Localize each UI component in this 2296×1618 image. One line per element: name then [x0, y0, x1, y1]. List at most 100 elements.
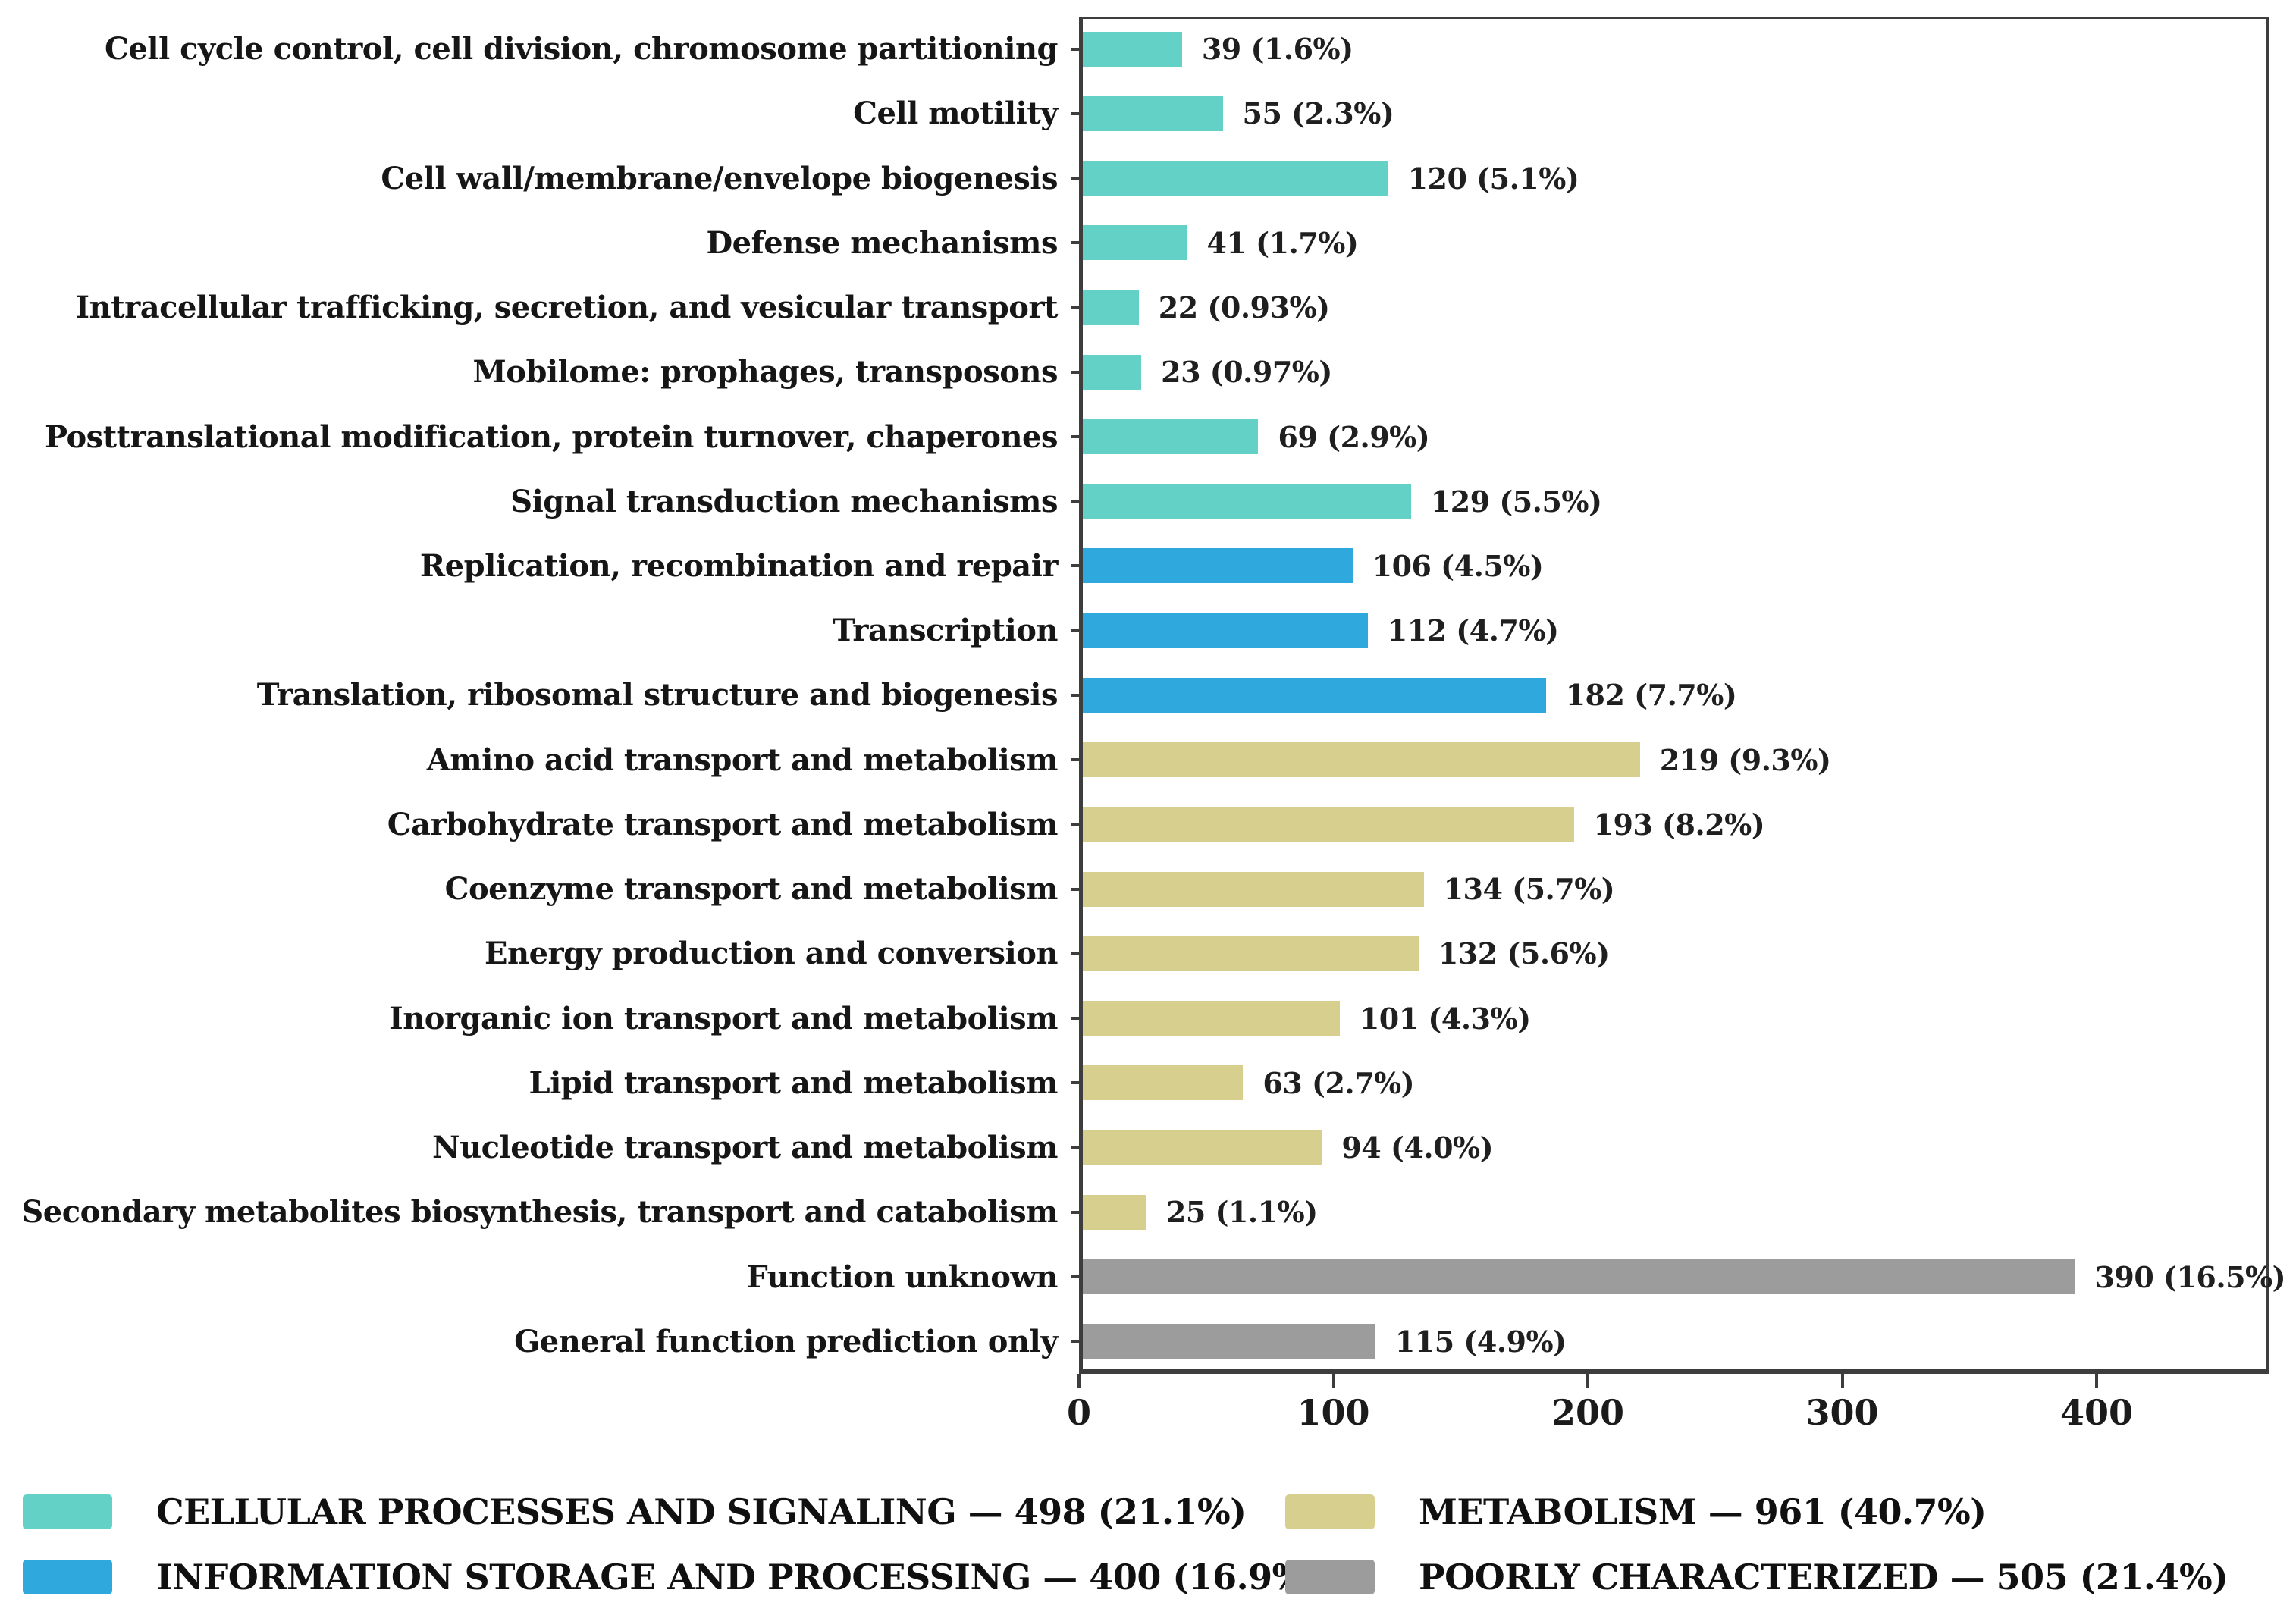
bar-row: Mobilome: prophages, transposons 23 (0.97…: [0, 340, 2296, 404]
bar-row: Lipid transport and metabolism 63 (2.7%): [0, 1051, 2296, 1115]
category-label: Cell wall/membrane/envelope biogenesis: [381, 160, 1058, 196]
bar-row: Transcription 112 (4.7%): [0, 598, 2296, 663]
category-label: Cell cycle control, cell division, chrom…: [105, 31, 1058, 67]
bar-row: Inorganic ion transport and metabolism 10…: [0, 986, 2296, 1051]
bar-value-label: 63 (2.7%): [1262, 1065, 1415, 1100]
bar-value-label: 182 (7.7%): [1565, 678, 1737, 713]
bar-value-label: 23 (0.97%): [1161, 355, 1332, 390]
bar-value-label: 25 (1.1%): [1165, 1195, 1318, 1230]
bar: [1083, 96, 1223, 131]
bar: [1083, 1130, 1322, 1165]
legend-label: CELLULAR PROCESSES AND SIGNALING — 498 (…: [156, 1491, 1247, 1532]
y-tick: [1071, 823, 1079, 826]
legend-swatch: [23, 1560, 112, 1594]
category-label: Cell motility: [853, 96, 1058, 132]
bar-zone: 219 (9.3%): [1071, 728, 2296, 792]
bar-zone: 22 (0.93%): [1071, 275, 2296, 340]
bar-value-label: 101 (4.3%): [1359, 1001, 1531, 1036]
legend-column: METABOLISM — 961 (40.7%) POORLY CHARACTER…: [1285, 1488, 2229, 1618]
bar: [1083, 354, 1142, 390]
bar: [1083, 936, 1419, 971]
bar-value-label: 193 (8.2%): [1593, 807, 1765, 842]
y-tick: [1071, 500, 1079, 503]
category-label: Coenzyme transport and metabolism: [444, 871, 1059, 908]
bar-zone: 115 (4.9%): [1071, 1309, 2296, 1374]
y-tick: [1071, 1081, 1079, 1085]
y-tick: [1071, 306, 1079, 309]
x-tick: [1077, 1374, 1081, 1388]
x-tick: [2095, 1374, 2098, 1388]
y-tick: [1071, 370, 1079, 374]
legend-swatch: [1285, 1560, 1375, 1594]
bar-value-label: 134 (5.7%): [1443, 872, 1615, 907]
bar-row: Intracellular trafficking, secretion, an…: [0, 275, 2296, 340]
x-tick-label: 400: [2059, 1392, 2134, 1433]
bar: [1083, 742, 1640, 778]
bar-zone: 129 (5.5%): [1071, 469, 2296, 534]
category-label: Replication, recombination and repair: [419, 547, 1059, 584]
bar-value-label: 219 (9.3%): [1659, 742, 1831, 777]
legend-label: METABOLISM — 961 (40.7%): [1419, 1491, 1987, 1532]
category-label: Nucleotide transport and metabolism: [432, 1130, 1058, 1166]
category-label: Translation, ribosomal structure and bio…: [256, 677, 1059, 713]
category-label: Amino acid transport and metabolism: [426, 742, 1059, 778]
bar: [1083, 807, 1574, 842]
legend-column: CELLULAR PROCESSES AND SIGNALING — 498 (…: [23, 1488, 1322, 1618]
category-label: Inorganic ion transport and metabolism: [388, 1000, 1059, 1036]
legend-entry: INFORMATION STORAGE AND PROCESSING — 400…: [23, 1553, 1322, 1601]
x-axis: 0 100 200 300 400: [1067, 1374, 2269, 1465]
y-tick: [1071, 1017, 1079, 1021]
bar-zone: 134 (5.7%): [1071, 857, 2296, 921]
bar-row: Nucleotide transport and metabolism 94 (4…: [0, 1115, 2296, 1180]
category-label: Defense mechanisms: [706, 224, 1058, 261]
bar-zone: 182 (7.7%): [1071, 663, 2296, 727]
bar: [1083, 871, 1424, 907]
y-tick: [1071, 435, 1079, 439]
legend-entry: POORLY CHARACTERIZED — 505 (21.4%): [1285, 1553, 2229, 1601]
bar-zone: 63 (2.7%): [1071, 1051, 2296, 1115]
bar-zone: 106 (4.5%): [1071, 534, 2296, 598]
y-tick: [1071, 1340, 1079, 1344]
bar: [1083, 1001, 1340, 1036]
y-tick: [1071, 887, 1079, 891]
bar: [1083, 161, 1388, 196]
bar-row: Amino acid transport and metabolism 219 (…: [0, 728, 2296, 792]
bar-row: Signal transduction mechanisms 129 (5.5%): [0, 469, 2296, 534]
bar-row: Carbohydrate transport and metabolism 193…: [0, 792, 2296, 857]
bar-value-label: 112 (4.7%): [1387, 613, 1559, 648]
y-tick: [1071, 758, 1079, 762]
y-tick: [1071, 629, 1079, 632]
category-label: Secondary metabolites biosynthesis, tran…: [21, 1194, 1058, 1231]
category-label: General function prediction only: [514, 1323, 1058, 1359]
y-tick: [1071, 1210, 1079, 1214]
bar: [1083, 225, 1187, 261]
bar-zone: 132 (5.6%): [1071, 921, 2296, 986]
category-label: Carbohydrate transport and metabolism: [387, 806, 1059, 842]
bar-zone: 112 (4.7%): [1071, 598, 2296, 663]
legend-label: INFORMATION STORAGE AND PROCESSING — 400…: [156, 1557, 1322, 1598]
bar: [1083, 677, 1546, 713]
bar-row: Secondary metabolites biosynthesis, tran…: [0, 1180, 2296, 1244]
bar-row: Cell wall/membrane/envelope biogenesis 12…: [0, 146, 2296, 210]
bar-zone: 23 (0.97%): [1071, 340, 2296, 404]
x-tick-label: 100: [1297, 1392, 1370, 1433]
bar: [1083, 484, 1411, 519]
bar-zone: 101 (4.3%): [1071, 986, 2296, 1051]
bar-value-label: 22 (0.93%): [1158, 290, 1330, 325]
legend-swatch: [1285, 1494, 1375, 1529]
bar-zone: 193 (8.2%): [1071, 792, 2296, 857]
y-tick: [1071, 47, 1079, 51]
bar: [1083, 31, 1182, 67]
bar: [1083, 1324, 1375, 1359]
category-label: Transcription: [833, 613, 1058, 649]
bar-value-label: 94 (4.0%): [1341, 1130, 1494, 1165]
bar-row: Coenzyme transport and metabolism 134 (5.…: [0, 857, 2296, 921]
x-tick: [1586, 1374, 1589, 1388]
bar-row: Cell cycle control, cell division, chrom…: [0, 17, 2296, 81]
bar-value-label: 120 (5.1%): [1407, 161, 1579, 196]
y-tick: [1071, 693, 1079, 697]
bar: [1083, 1194, 1146, 1230]
bar-row: Defense mechanisms 41 (1.7%): [0, 211, 2296, 275]
bar: [1083, 419, 1259, 455]
